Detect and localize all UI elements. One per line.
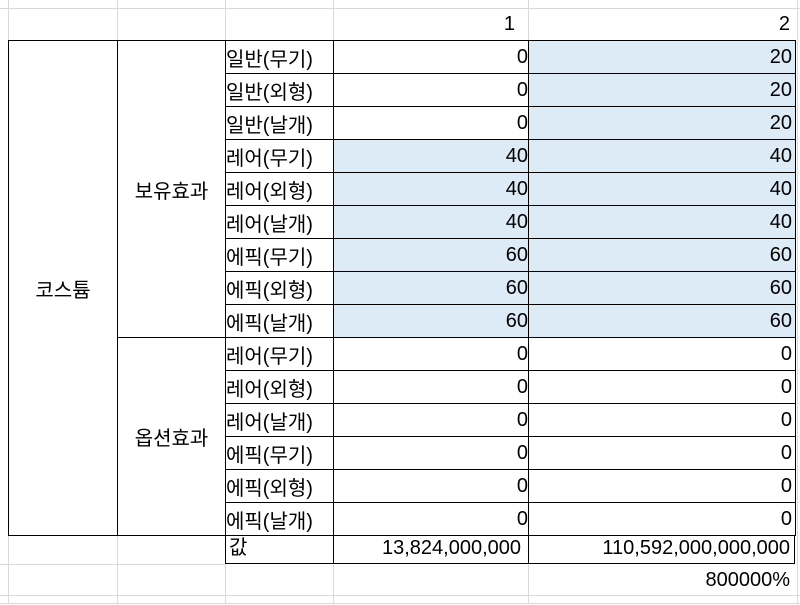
value-cell-col2[interactable]: 0: [528, 502, 796, 536]
value-cell-col1[interactable]: 0: [333, 502, 529, 536]
row-label-cell[interactable]: 일반(무기): [225, 40, 334, 74]
value-cell-col1[interactable]: 60: [333, 304, 529, 338]
row-label-cell[interactable]: 에픽(무기): [225, 436, 334, 470]
value-cell-col1[interactable]: 0: [333, 73, 529, 107]
row-label-cell[interactable]: 레어(외형): [225, 370, 334, 404]
gridline-horizontal: [0, 595, 800, 596]
value-cell-col2[interactable]: 60: [528, 304, 796, 338]
value-cell-col1[interactable]: 60: [333, 238, 529, 272]
merged-cell-option-effect[interactable]: 옵션효과: [117, 337, 226, 536]
row-label-cell[interactable]: 에픽(외형): [225, 469, 334, 503]
value-cell-col2[interactable]: 60: [528, 238, 796, 272]
gridline-vertical: [117, 535, 118, 603]
value-cell-col1[interactable]: 0: [333, 40, 529, 74]
row-label-cell[interactable]: 레어(날개): [225, 205, 334, 239]
value-cell-col2[interactable]: 20: [528, 73, 796, 107]
value-cell-col1[interactable]: 0: [333, 337, 529, 371]
column-header-2[interactable]: 2: [778, 13, 790, 35]
value-cell-col2[interactable]: 0: [528, 436, 796, 470]
total-value-cell-col2[interactable]: 110,592,000,000,000: [602, 537, 790, 559]
gridline-vertical: [333, 0, 334, 40]
value-cell-col2[interactable]: 0: [528, 469, 796, 503]
value-cell-col2[interactable]: 40: [528, 205, 796, 239]
total-value-cell-col1[interactable]: 13,824,000,000: [334, 535, 529, 563]
row-label-cell[interactable]: 에픽(날개): [225, 304, 334, 338]
gridline-vertical: [333, 564, 334, 603]
row-label-cell[interactable]: 에픽(날개): [225, 502, 334, 536]
merged-cell-costume[interactable]: 코스튬: [8, 40, 118, 536]
value-cell-col1[interactable]: 40: [333, 172, 529, 206]
row-label-cell[interactable]: 레어(무기): [225, 337, 334, 371]
gridline-vertical: [528, 564, 529, 603]
value-cell-col1[interactable]: 40: [333, 139, 529, 173]
row-label-cell[interactable]: 에픽(외형): [225, 271, 334, 305]
value-cell-col2[interactable]: 40: [528, 172, 796, 206]
gridline-horizontal: [0, 8, 800, 9]
value-cell-col1[interactable]: 40: [333, 205, 529, 239]
gridline-vertical: [8, 535, 9, 603]
gridline-vertical: [225, 564, 226, 603]
row-label-cell[interactable]: 일반(외형): [225, 73, 334, 107]
gridline-horizontal: [0, 564, 226, 565]
row-label-cell[interactable]: 레어(무기): [225, 139, 334, 173]
gridline-vertical: [8, 0, 9, 40]
gridline-vertical: [225, 0, 226, 40]
percent-cell[interactable]: 800000%: [705, 569, 790, 591]
value-cell-col2[interactable]: 40: [528, 139, 796, 173]
value-cell-col2[interactable]: 0: [528, 370, 796, 404]
gridline-vertical: [797, 0, 798, 603]
column-header-1[interactable]: 1: [503, 13, 515, 35]
total-label-cell[interactable]: 값: [226, 535, 334, 563]
row-label-cell[interactable]: 레어(날개): [225, 403, 334, 437]
spreadsheet-table: 코스튬 보유효과 일반(무기) 0 20 일반(외형) 0 20 일반(날개) …: [8, 40, 796, 536]
gridline-vertical: [117, 0, 118, 40]
row-label-cell[interactable]: 일반(날개): [225, 106, 334, 140]
row-label-cell[interactable]: 레어(외형): [225, 172, 334, 206]
value-cell-col1[interactable]: 0: [333, 469, 529, 503]
value-cell-col1[interactable]: 0: [333, 106, 529, 140]
value-cell-col1[interactable]: 0: [333, 436, 529, 470]
value-cell-col1[interactable]: 0: [333, 403, 529, 437]
value-cell-col2[interactable]: 0: [528, 337, 796, 371]
value-cell-col2[interactable]: 20: [528, 40, 796, 74]
value-cell-col2[interactable]: 0: [528, 403, 796, 437]
merged-cell-hold-effect[interactable]: 보유효과: [117, 40, 226, 338]
totals-row: 값 13,824,000,000 110,592,000,000,000: [225, 535, 795, 564]
value-cell-col2[interactable]: 20: [528, 106, 796, 140]
gridline-vertical: [528, 0, 529, 40]
value-cell-col2[interactable]: 60: [528, 271, 796, 305]
row-label-cell[interactable]: 에픽(무기): [225, 238, 334, 272]
gridline-horizontal: [0, 603, 800, 604]
value-cell-col1[interactable]: 0: [333, 370, 529, 404]
value-cell-col1[interactable]: 60: [333, 271, 529, 305]
